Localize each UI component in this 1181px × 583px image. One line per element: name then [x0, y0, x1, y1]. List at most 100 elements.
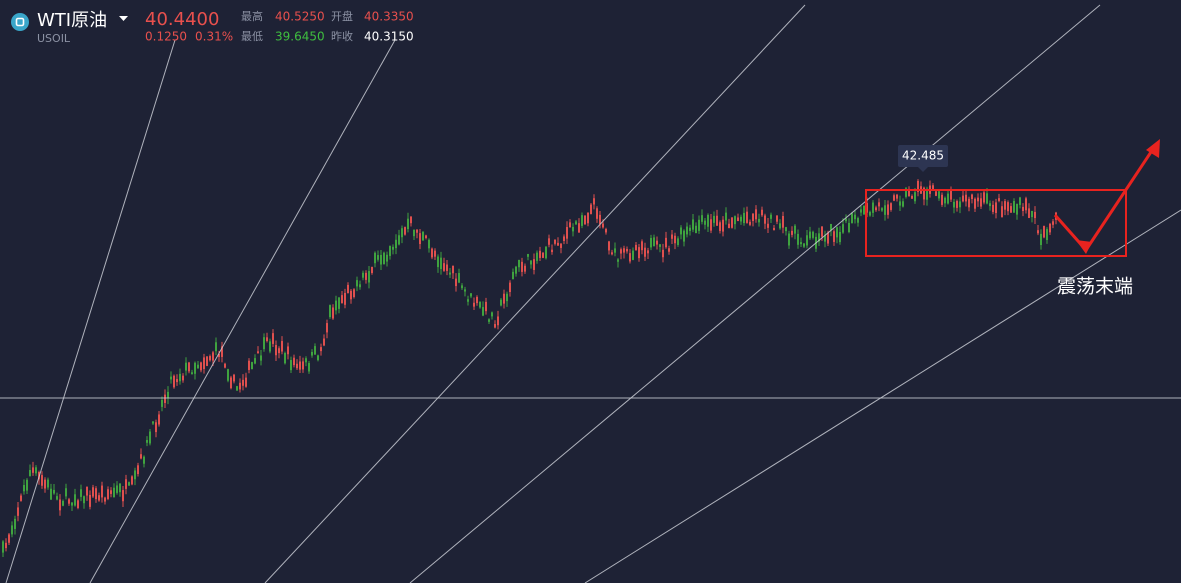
- candle-body: [1046, 229, 1048, 241]
- candle-body: [932, 185, 934, 190]
- candle-body: [167, 391, 169, 399]
- candle-body: [299, 361, 301, 370]
- candle-body: [416, 229, 418, 233]
- candle-body: [461, 285, 463, 289]
- candle-body: [983, 192, 985, 203]
- candle-body: [434, 250, 436, 257]
- candle-body: [605, 229, 607, 233]
- candle-body: [497, 316, 499, 326]
- candle-body: [554, 239, 556, 244]
- candle-body: [977, 197, 979, 202]
- candle-body: [104, 497, 106, 502]
- candle-body: [941, 194, 943, 205]
- candle-body: [737, 217, 739, 222]
- candle-body: [263, 337, 265, 350]
- dropdown-caret[interactable]: [119, 16, 128, 21]
- candle-body: [791, 230, 793, 235]
- candle-body: [761, 209, 763, 216]
- candle-body: [227, 369, 229, 381]
- candle-body: [389, 246, 391, 256]
- candle-body: [362, 272, 364, 278]
- candle-body: [1013, 200, 1015, 213]
- candle-body: [995, 202, 997, 213]
- candle-body: [185, 362, 187, 371]
- candle-body: [407, 218, 409, 230]
- candle-body: [632, 250, 634, 260]
- candle-body: [1007, 202, 1009, 212]
- candle-body: [494, 324, 496, 328]
- candle-body: [719, 222, 721, 231]
- candle-body: [617, 259, 619, 262]
- candle-body: [158, 414, 160, 425]
- price-tag: 42.485: [902, 149, 944, 163]
- candle-body: [233, 374, 235, 382]
- candle-body: [896, 194, 898, 199]
- candle-body: [863, 206, 865, 215]
- candle-body: [74, 494, 76, 506]
- candle-body: [371, 266, 373, 274]
- candle-body: [89, 494, 91, 507]
- candle-body: [959, 201, 961, 208]
- candle-body: [686, 226, 688, 235]
- candle-body: [860, 209, 862, 213]
- candle-body: [581, 215, 583, 226]
- candle-body: [842, 224, 844, 233]
- candle-body: [806, 235, 808, 246]
- candle-body: [197, 364, 199, 369]
- candle-body: [770, 214, 772, 219]
- candle-body: [659, 244, 661, 247]
- candle-body: [404, 227, 406, 235]
- candle-body: [455, 278, 457, 287]
- candle-body: [1049, 223, 1051, 233]
- candle-body: [644, 247, 646, 257]
- candle-body: [11, 525, 13, 535]
- fan-line: [409, 4, 1101, 583]
- candle-body: [128, 482, 130, 486]
- candle-body: [245, 377, 247, 387]
- candle-body: [611, 252, 613, 255]
- candle-body: [1052, 221, 1054, 225]
- candle-body: [134, 470, 136, 480]
- candle-body: [26, 479, 28, 491]
- candle-body: [353, 289, 355, 297]
- candle-body: [23, 485, 25, 492]
- candle-body: [575, 221, 577, 225]
- candle-body: [758, 218, 760, 223]
- candle-body: [86, 486, 88, 496]
- candle-body: [833, 231, 835, 242]
- candle-body: [350, 290, 352, 300]
- change-pct: 0.31%: [195, 30, 233, 44]
- candle-body: [338, 297, 340, 309]
- candle-body: [224, 363, 226, 368]
- candle-body: [800, 242, 802, 245]
- candle-body: [203, 357, 205, 369]
- candle-body: [290, 360, 292, 371]
- candle-body: [215, 342, 217, 352]
- candle-body: [722, 219, 724, 232]
- stat-label: 开盘: [331, 9, 353, 23]
- price: 40.4400: [145, 9, 219, 30]
- candle-body: [923, 187, 925, 200]
- candle-body: [998, 198, 1000, 201]
- fan-line: [584, 209, 1181, 583]
- candle-body: [533, 259, 535, 270]
- candle-body: [818, 233, 820, 242]
- candle-body: [170, 376, 172, 380]
- candle-body: [326, 323, 328, 333]
- candle-body: [884, 205, 886, 215]
- range-box: [865, 189, 1127, 257]
- candle-body: [95, 488, 97, 500]
- candle-body: [464, 289, 466, 292]
- trend-lines: [0, 4, 1181, 583]
- candle-body: [140, 454, 142, 459]
- candle-body: [1019, 197, 1021, 205]
- candle-body: [8, 534, 10, 543]
- candle-body: [704, 220, 706, 225]
- change: 0.1250: [145, 30, 187, 44]
- candle-body: [107, 489, 109, 499]
- candle-body: [731, 217, 733, 228]
- candle-body: [311, 351, 313, 356]
